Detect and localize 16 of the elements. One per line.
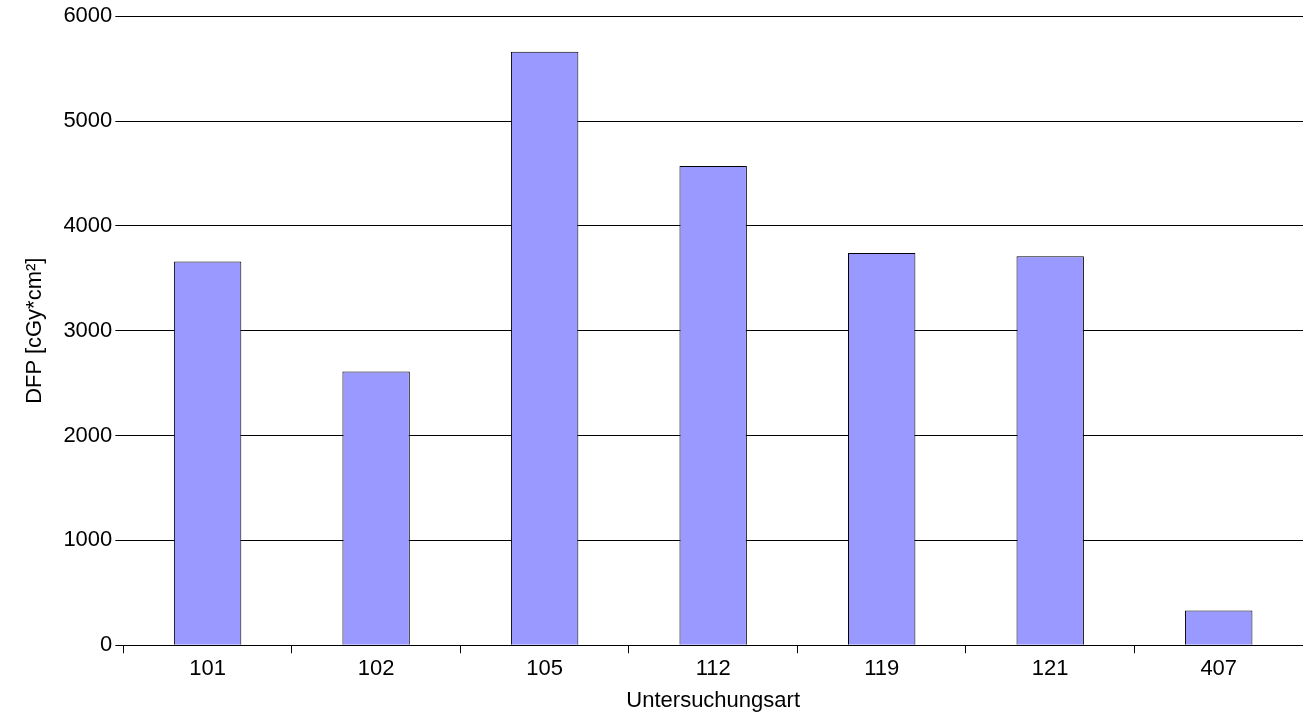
y-tick-label: 0 [100, 631, 113, 657]
y-tick-label: 3000 [63, 316, 113, 342]
y-tick-label: 5000 [63, 107, 113, 133]
x-tick-label: 101 [189, 655, 226, 681]
x-axis-title: Untersuchungsart [626, 686, 800, 712]
y-axis-title: DFP [cGy*cm²] [21, 257, 47, 404]
x-tick-label: 105 [526, 655, 564, 681]
x-tick-label: 102 [357, 655, 395, 681]
x-tick-label: 119 [864, 655, 900, 681]
y-tick-label: 1000 [63, 526, 113, 552]
x-tick-label: 121 [1031, 655, 1069, 681]
y-tick-label: 4000 [63, 211, 113, 237]
x-tick-label: 407 [1200, 655, 1238, 681]
y-tick-label: 6000 [63, 2, 113, 28]
y-tick-label: 2000 [63, 421, 113, 447]
x-tick-label: 112 [695, 655, 731, 681]
